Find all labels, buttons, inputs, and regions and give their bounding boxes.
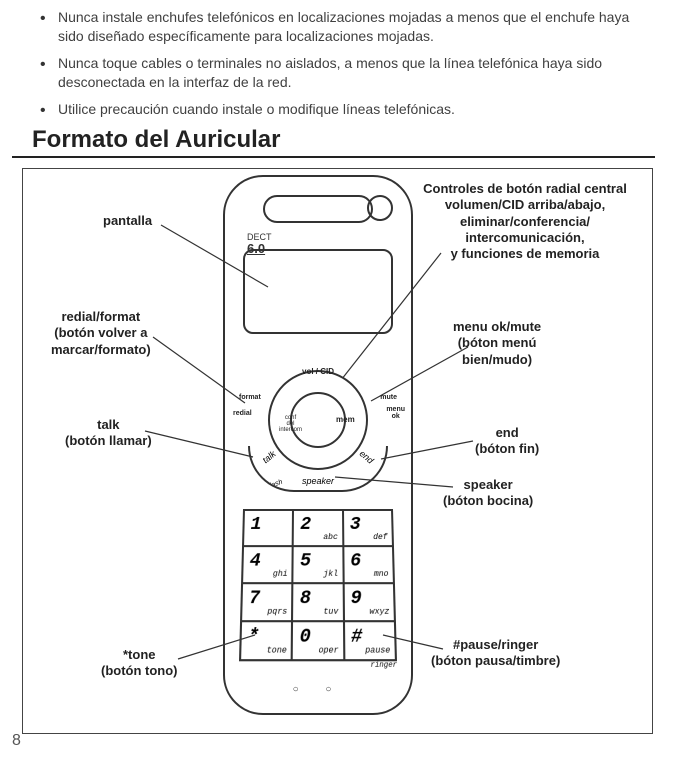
label-vol-cid: vol / CID bbox=[302, 368, 334, 376]
callout-end: end (bóton fin) bbox=[475, 425, 539, 458]
label-format: format bbox=[239, 394, 261, 401]
callout-redial: redial/format (botón volver a marcar/for… bbox=[51, 309, 151, 358]
brand-logo bbox=[367, 195, 393, 221]
bullet-2: Nunca toque cables o terminales no aisla… bbox=[40, 54, 645, 92]
key-6: 6mno bbox=[343, 546, 394, 583]
key-0: 0oper bbox=[292, 621, 344, 660]
mic-dots: ○ ○ bbox=[293, 684, 344, 695]
page-number: 8 bbox=[12, 732, 21, 750]
key-2: 2abc bbox=[293, 510, 343, 546]
label-menuok: menu ok bbox=[386, 406, 405, 420]
label-end: end bbox=[358, 448, 376, 465]
bullet-3: Utilice precaución cuando instale o modi… bbox=[40, 100, 645, 119]
control-area: vol / CID mem conf del intercom format r… bbox=[243, 372, 393, 492]
key-1: 1 bbox=[243, 510, 293, 546]
key-8: 8tuv bbox=[292, 583, 343, 621]
callout-central: Controles de botón radial central volume… bbox=[415, 181, 635, 262]
key-5: 5jkl bbox=[293, 546, 344, 583]
key-star: *tone bbox=[240, 621, 292, 660]
key-3: 3def bbox=[343, 510, 393, 546]
callout-speaker: speaker (bóton bocina) bbox=[443, 477, 533, 510]
talk-end-arc: talk end speaker flash bbox=[248, 446, 388, 492]
label-del: conf del intercom bbox=[279, 415, 302, 433]
key-hash: #pause ringer bbox=[344, 621, 396, 660]
callout-pause: #pause/ringer (bóton pausa/timbre) bbox=[431, 637, 560, 670]
label-ringer: ringer bbox=[370, 661, 397, 670]
bullet-1: Nunca instale enchufes telefónicos en lo… bbox=[40, 8, 645, 46]
callout-menuok: menu ok/mute (bóton menú bien/mudo) bbox=[453, 319, 541, 368]
label-speaker: speaker bbox=[302, 476, 334, 486]
callout-pantalla: pantalla bbox=[103, 213, 152, 229]
label-mute: mute bbox=[380, 394, 397, 401]
warning-bullets: Nunca instale enchufes telefónicos en lo… bbox=[0, 0, 675, 118]
label-redial: redial bbox=[233, 410, 252, 417]
diagram-frame: pantalla Controles de botón radial centr… bbox=[22, 168, 653, 734]
key-4: 4ghi bbox=[242, 546, 293, 583]
key-7: 7pqrs bbox=[241, 583, 293, 621]
section-title: Formato del Auricular bbox=[12, 126, 655, 158]
earpiece bbox=[263, 195, 373, 223]
keypad: 1 2abc 3def 4ghi 5jkl 6mno 7pqrs 8tuv 9w… bbox=[239, 509, 397, 661]
callout-talk: talk (botón llamar) bbox=[65, 417, 152, 450]
callout-tone: *tone (botón tono) bbox=[101, 647, 178, 680]
phone-outline: DECT 6.0 vol / CID mem conf del intercom… bbox=[223, 175, 413, 715]
label-mem: mem bbox=[336, 416, 355, 424]
key-9: 9wxyz bbox=[343, 583, 395, 621]
label-talk: talk bbox=[260, 449, 277, 466]
label-flash: flash bbox=[267, 479, 283, 491]
phone-screen bbox=[243, 249, 393, 334]
